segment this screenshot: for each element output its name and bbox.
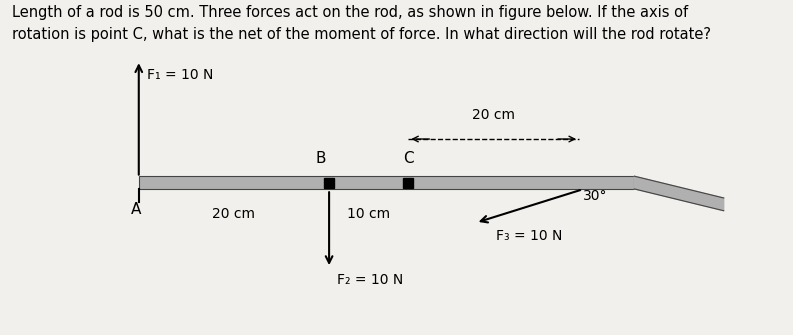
Text: F₃ = 10 N: F₃ = 10 N: [496, 229, 562, 243]
Text: F₂ = 10 N: F₂ = 10 N: [337, 273, 404, 287]
Polygon shape: [634, 176, 724, 211]
Text: F₁ = 10 N: F₁ = 10 N: [147, 68, 213, 82]
Text: Length of a rod is 50 cm. Three forces act on the rod, as shown in figure below.: Length of a rod is 50 cm. Three forces a…: [12, 5, 688, 20]
Text: A: A: [131, 202, 141, 217]
Text: C: C: [403, 151, 414, 166]
Text: 10 cm: 10 cm: [347, 207, 390, 221]
Text: 20 cm: 20 cm: [213, 207, 255, 221]
Text: B: B: [316, 151, 327, 166]
Text: rotation is point C, what is the net of the moment of force. In what direction w: rotation is point C, what is the net of …: [12, 27, 711, 42]
Text: 20 cm: 20 cm: [472, 108, 515, 122]
Bar: [139, 176, 634, 189]
Text: 30°: 30°: [583, 189, 607, 203]
